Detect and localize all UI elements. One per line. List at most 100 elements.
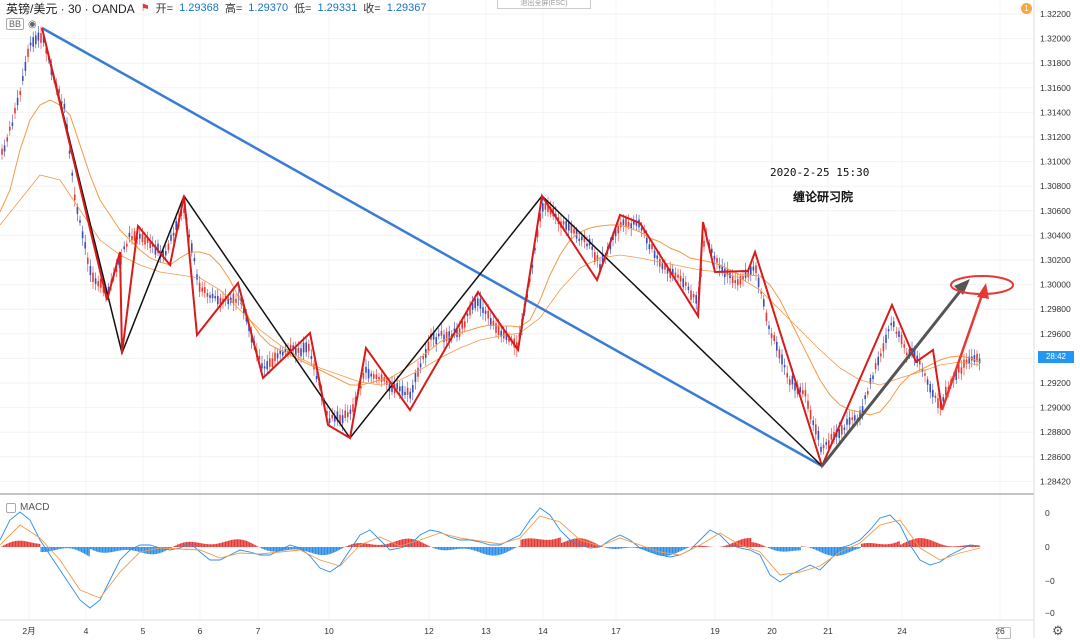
macd-bar (348, 545, 349, 547)
macd-bar (864, 543, 865, 547)
candle-body (404, 392, 406, 395)
candle-body (581, 237, 583, 241)
macd-bar (828, 547, 829, 555)
macd-bar (221, 543, 222, 547)
candle-body (123, 246, 125, 249)
candle-body (35, 35, 37, 44)
macd-bar (672, 547, 673, 554)
time-axis-label: 13 (481, 626, 491, 636)
candle-body (883, 343, 885, 351)
alert-badge[interactable]: 1 (1021, 3, 1032, 14)
candle-body (235, 299, 237, 303)
gear-icon[interactable]: ⚙ (1052, 623, 1064, 639)
candle-body (279, 351, 281, 354)
macd-bar (86, 547, 87, 555)
macd-bar (707, 546, 708, 547)
macd-bar (96, 547, 97, 552)
candle-body (305, 342, 307, 352)
macd-axis[interactable]: 00−0−0 (1045, 508, 1055, 618)
price-axis[interactable]: 1.322001.320001.318001.316001.314001.312… (1040, 9, 1071, 486)
macd-bar (21, 541, 22, 547)
eye-icon[interactable]: ◉ (28, 19, 37, 30)
exit-fullscreen-hint[interactable]: 退出全屏(ESC) (497, 0, 591, 9)
macd-bar (498, 547, 499, 555)
macd-bar (8, 543, 9, 547)
bb-indicator-legend[interactable]: BB ◉ (6, 18, 37, 30)
candle-body (329, 418, 331, 423)
flag-icon[interactable]: ⚑ (141, 3, 150, 14)
macd-bar (956, 546, 957, 547)
macd-bar (620, 547, 621, 549)
candle-body (201, 288, 203, 292)
macd-bar (746, 538, 747, 547)
candle-body (734, 280, 736, 283)
macd-bar (950, 546, 951, 547)
price-axis-label: 1.29000 (1040, 403, 1071, 413)
macd-bar (537, 539, 538, 547)
candle-body (875, 363, 877, 369)
candle-body (22, 76, 24, 81)
macd-bar (320, 547, 321, 555)
macd-bar (155, 547, 156, 554)
price-axis-label: 1.28600 (1040, 452, 1071, 462)
candle-body (737, 279, 739, 285)
macd-bar (687, 547, 688, 548)
macd-bar (830, 547, 831, 555)
macd-bar (321, 547, 322, 555)
macd-bar (269, 547, 270, 551)
bb-indicator-name[interactable]: BB (6, 18, 24, 30)
candle-body (963, 360, 965, 368)
candle-body (435, 337, 437, 344)
macd-bar (608, 547, 609, 548)
arrow-gray (822, 285, 965, 466)
symbol-name[interactable]: 英镑/美元 · 30 · OANDA (6, 0, 135, 17)
macd-bar (356, 543, 357, 547)
macd-bar (437, 547, 438, 549)
candle-body (352, 404, 354, 412)
macd-bar (669, 547, 670, 555)
macd-legend[interactable]: MACD (6, 502, 49, 513)
macd-bar (80, 547, 81, 552)
macd-bar (63, 547, 64, 548)
macd-bar (785, 547, 786, 552)
macd-bar (59, 547, 60, 549)
macd-bar (15, 541, 16, 547)
macd-bar (471, 547, 472, 550)
macd-indicator-name[interactable]: MACD (20, 502, 49, 513)
macd-bar (791, 547, 792, 551)
macd-bar (827, 547, 828, 555)
candle-body (620, 222, 622, 227)
macd-bar (243, 540, 244, 547)
scroll-to-latest-button[interactable] (997, 627, 1011, 639)
macd-bar (960, 546, 961, 547)
macd-bar (39, 544, 40, 547)
macd-bar (677, 547, 678, 553)
candle-body (851, 417, 853, 419)
macd-bar (495, 547, 496, 556)
macd-bar (822, 547, 823, 553)
macd-bar (456, 547, 457, 549)
macd-bar (681, 547, 682, 551)
candle-body (885, 335, 887, 343)
macd-collapse-icon[interactable] (6, 503, 16, 513)
macd-bar (552, 539, 553, 547)
macd-bar (75, 547, 76, 550)
macd-bar (420, 542, 421, 547)
macd-bar (435, 547, 436, 549)
macd-bar (954, 546, 955, 547)
candle-body (331, 415, 333, 418)
macd-bar (479, 547, 480, 552)
macd-bar (821, 547, 822, 552)
macd-bar (336, 547, 337, 551)
candle-body (906, 353, 908, 355)
candle-body (90, 266, 92, 275)
candle-body (204, 287, 206, 293)
candle-body (142, 234, 144, 242)
macd-bar (264, 547, 265, 550)
macd-bar (425, 544, 426, 547)
macd-bar (756, 543, 757, 547)
macd-bar (308, 547, 309, 552)
